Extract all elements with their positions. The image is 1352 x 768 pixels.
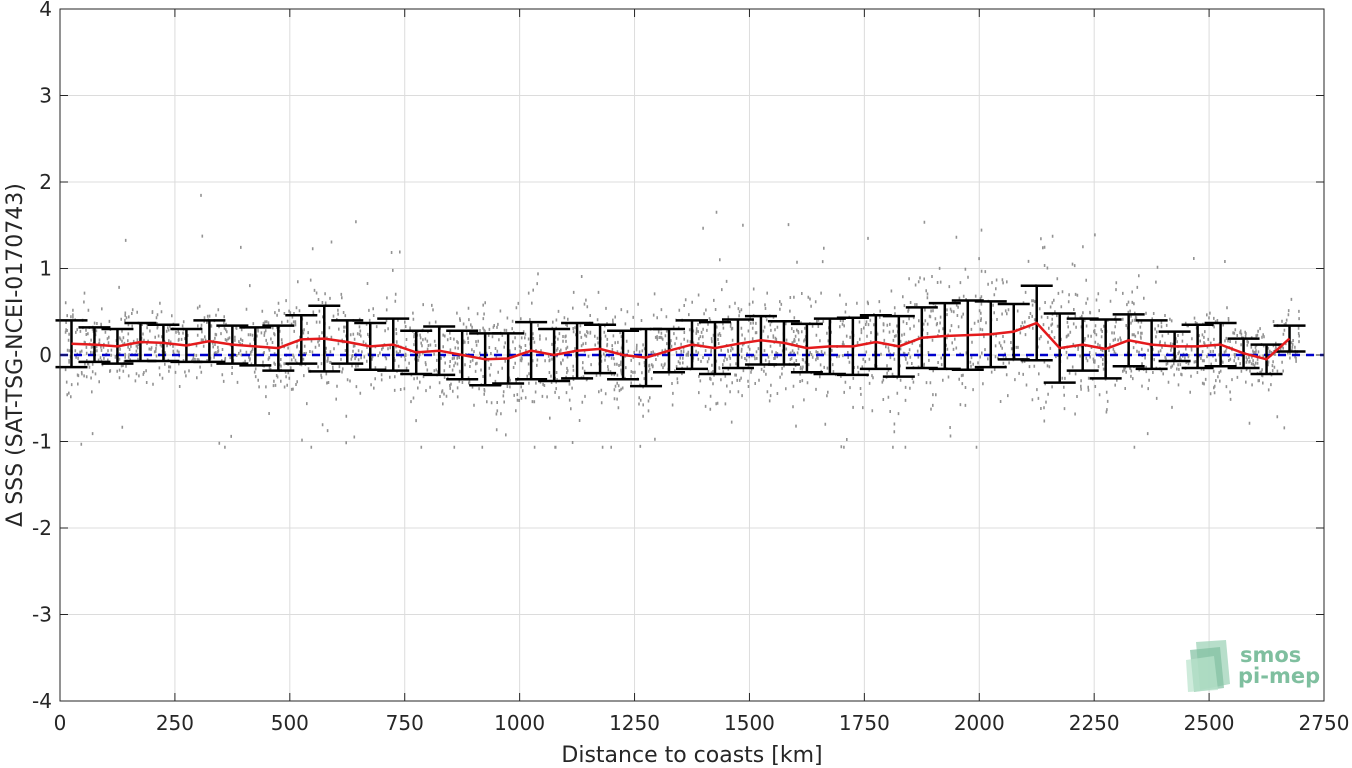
- y-tick-label: 4: [39, 0, 52, 21]
- y-tick-label: 0: [39, 343, 52, 367]
- y-tick-label: 3: [39, 84, 52, 108]
- x-tick-label: 2500: [1184, 711, 1235, 735]
- x-tick-label: 2250: [1069, 711, 1120, 735]
- y-axis-label: Δ SSS (SAT-TSG-NCEI-0170743): [3, 183, 28, 527]
- y-tick-label: 2: [39, 170, 52, 194]
- x-axis-label: Distance to coasts [km]: [561, 743, 822, 768]
- axis-ticks: 0 250 500 750 1000 1250 1500 1750 2000 2250 2500 27…: [32, 0, 1349, 735]
- y-tick-label: -2: [32, 516, 52, 540]
- x-tick-label: 1250: [609, 711, 660, 735]
- x-tick-label: 1500: [724, 711, 775, 735]
- smos-pi-mep-logo: smos pi-mep: [1186, 640, 1320, 692]
- x-tick-label: 0: [54, 711, 67, 735]
- logo-emblem-icon: [1186, 640, 1230, 692]
- logo-text-pi-mep: pi-mep: [1238, 664, 1320, 688]
- x-tick-label: 750: [386, 711, 424, 735]
- y-tick-label: -1: [32, 430, 52, 454]
- x-tick-label: 1750: [839, 711, 890, 735]
- x-tick-label: 2000: [954, 711, 1005, 735]
- mean-line: [71, 321, 1291, 361]
- x-tick-label: 250: [156, 711, 194, 735]
- x-tick-label: 500: [271, 711, 309, 735]
- logo-text-smos: smos: [1240, 643, 1301, 667]
- x-tick-label: 1000: [494, 711, 545, 735]
- x-tick-label: 2750: [1299, 711, 1350, 735]
- y-tick-label: -4: [32, 689, 52, 713]
- y-tick-label: 1: [39, 257, 52, 281]
- y-tick-label: -3: [32, 603, 52, 627]
